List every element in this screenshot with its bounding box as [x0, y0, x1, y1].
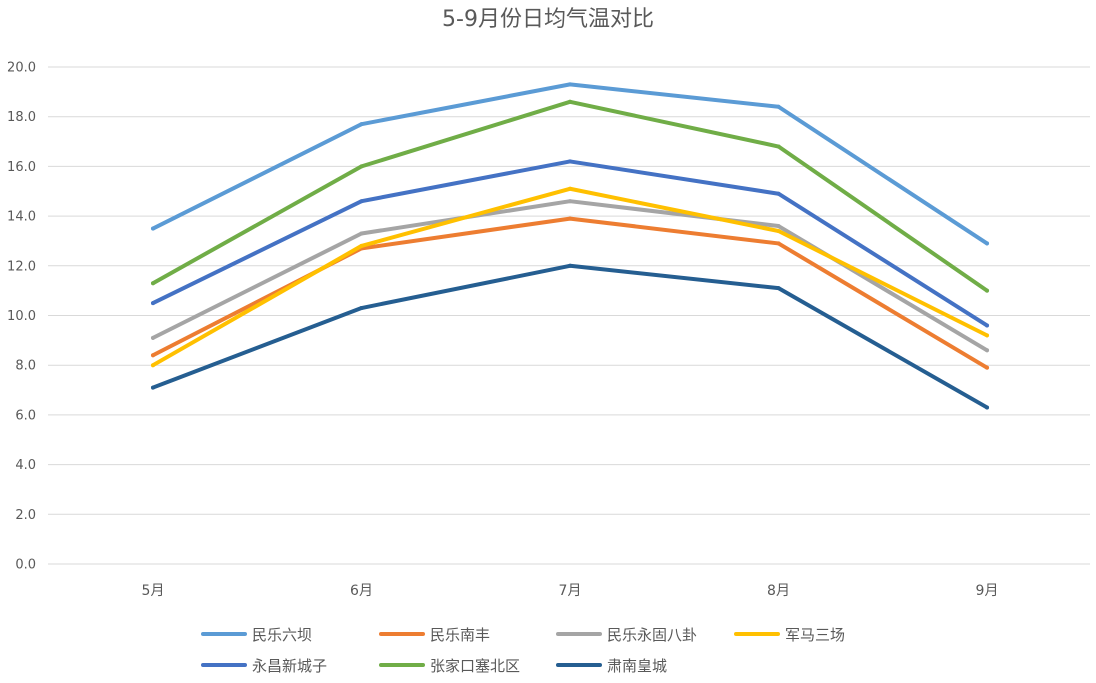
x-tick-label: 9月 — [976, 583, 999, 599]
data-point — [568, 99, 572, 104]
data-point — [776, 191, 781, 196]
y-tick-label: 0.0 — [15, 558, 36, 573]
x-tick-label: 8月 — [767, 583, 790, 599]
data-point — [151, 385, 155, 390]
legend-label: 民乐永固八卦 — [607, 626, 697, 644]
data-point — [985, 288, 989, 293]
legend-item: 军马三场 — [734, 626, 845, 644]
y-tick-label: 20.0 — [7, 61, 36, 76]
data-point — [359, 199, 364, 204]
legend-label: 肃南皇城 — [607, 657, 667, 675]
series-line-5 — [151, 99, 989, 293]
data-point — [985, 348, 989, 353]
legend-label: 军马三场 — [785, 626, 845, 644]
data-point — [359, 306, 364, 311]
data-point — [568, 216, 572, 221]
chart-title: 5-9月份日均气温对比 — [442, 7, 654, 32]
data-point — [985, 365, 989, 370]
data-point — [568, 263, 572, 268]
data-point — [985, 333, 989, 338]
y-tick-label: 8.0 — [15, 359, 36, 374]
x-tick-label: 7月 — [559, 583, 582, 599]
y-tick-label: 14.0 — [7, 210, 36, 225]
data-point — [568, 186, 572, 191]
legend-item: 民乐六坝 — [201, 626, 312, 644]
y-tick-label: 16.0 — [7, 160, 36, 175]
gridlines — [48, 66, 1090, 565]
legend-item: 肃南皇城 — [556, 657, 667, 675]
legend-label: 永昌新城子 — [252, 657, 327, 675]
series-line-4 — [151, 159, 989, 328]
data-point — [359, 122, 364, 127]
x-axis-ticks: 5月 6月 7月 8月 9月 — [142, 583, 999, 599]
data-point — [985, 405, 989, 410]
data-point — [568, 82, 572, 87]
legend-item: 张家口塞北区 — [379, 657, 520, 675]
data-point — [151, 363, 155, 368]
y-tick-label: 10.0 — [7, 309, 36, 324]
data-point — [776, 224, 781, 229]
data-point — [151, 353, 155, 358]
legend-label: 张家口塞北区 — [430, 657, 520, 675]
y-tick-label: 6.0 — [15, 408, 36, 423]
data-point — [151, 226, 155, 231]
legend-item: 民乐永固八卦 — [556, 626, 697, 644]
y-tick-label: 2.0 — [15, 508, 36, 523]
y-axis-ticks: 0.0 2.0 4.0 6.0 8.0 10.0 12.0 14.0 16.0 18.0 20.0 — [7, 61, 36, 573]
data-point — [568, 159, 572, 164]
legend-label: 民乐六坝 — [252, 626, 312, 644]
data-point — [151, 335, 155, 340]
legend-item: 民乐南丰 — [379, 626, 490, 644]
data-point — [359, 243, 364, 248]
data-point — [359, 231, 364, 236]
data-point — [985, 323, 989, 328]
x-tick-label: 6月 — [350, 583, 373, 599]
data-point — [985, 241, 989, 246]
y-tick-label: 18.0 — [7, 110, 36, 125]
series-line-6 — [151, 263, 989, 410]
data-point — [151, 281, 155, 286]
data-point — [568, 199, 572, 204]
series-line-2 — [151, 199, 989, 353]
series-lines — [151, 82, 989, 410]
legend-label: 民乐南丰 — [430, 626, 490, 644]
data-point — [776, 286, 781, 291]
y-tick-label: 12.0 — [7, 259, 36, 274]
data-point — [359, 164, 364, 169]
data-point — [776, 241, 781, 246]
x-tick-label: 5月 — [142, 583, 165, 599]
data-point — [776, 144, 781, 149]
data-point — [776, 104, 781, 109]
data-point — [776, 229, 781, 234]
legend-item: 永昌新城子 — [201, 657, 327, 675]
data-point — [151, 301, 155, 306]
y-tick-label: 4.0 — [15, 458, 36, 473]
